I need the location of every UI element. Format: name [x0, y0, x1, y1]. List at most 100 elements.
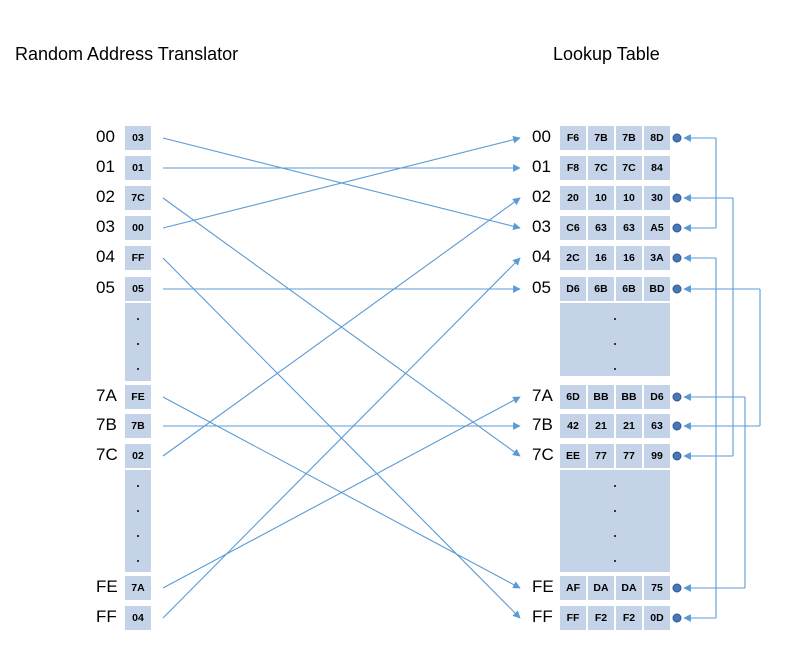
ellipsis-dot: [614, 485, 616, 487]
lookup-byte-cell: 21: [588, 414, 614, 438]
translator-value-cell: 05: [125, 277, 151, 301]
ellipsis-dot: [614, 318, 616, 320]
lookup-byte-cell: 99: [644, 444, 670, 468]
lookup-byte-cell: 63: [588, 216, 614, 240]
ellipsis-dot: [137, 560, 139, 562]
translator-addr-label: 04: [96, 247, 115, 266]
lookup-addr-label: 02: [532, 187, 551, 206]
lookup-byte-cell: 21: [616, 414, 642, 438]
translator-value-cell: 7A: [125, 576, 151, 600]
translator-addr-label: 02: [96, 187, 115, 206]
lookup-addr-label: 7B: [532, 415, 553, 434]
mapping-line: [162, 257, 521, 619]
lookup-addr-label: 03: [532, 217, 551, 236]
translator-addr-label: 03: [96, 217, 115, 236]
lookup-byte-cell: 42: [560, 414, 586, 438]
lookup-byte-cell: 0D: [644, 606, 670, 630]
ellipsis-dot: [137, 510, 139, 512]
connector-node: [672, 421, 682, 431]
translator-value-cell: FE: [125, 385, 151, 409]
lookup-byte-cell: 77: [588, 444, 614, 468]
ellipsis-dot: [614, 510, 616, 512]
lookup-addr-label: 01: [532, 157, 551, 176]
mapping-line: [162, 396, 521, 589]
lookup-addr-label: 7A: [532, 386, 553, 405]
lookup-byte-cell: 7C: [588, 156, 614, 180]
ellipsis-dot: [137, 318, 139, 320]
lookup-byte-cell: 30: [644, 186, 670, 210]
lookup-byte-cell: AF: [560, 576, 586, 600]
mapping-line: [162, 197, 521, 457]
loop-connector: [683, 254, 717, 622]
lookup-byte-cell: 16: [616, 246, 642, 270]
title-lookup-table: Lookup Table: [553, 44, 660, 64]
lookup-addr-label: 05: [532, 278, 551, 297]
loop-connector: [683, 285, 761, 430]
lookup-byte-cell: 3A: [644, 246, 670, 270]
lookup-byte-cell: F2: [588, 606, 614, 630]
lookup-byte-cell: 10: [588, 186, 614, 210]
loop-connector: [683, 134, 717, 232]
lookup-byte-cell: 75: [644, 576, 670, 600]
lookup-byte-cell: F2: [616, 606, 642, 630]
translator-value-cell: 7B: [125, 414, 151, 438]
ellipsis-dot: [137, 485, 139, 487]
connector-node: [672, 284, 682, 294]
lookup-byte-cell: 20: [560, 186, 586, 210]
translator-value-cell: 7C: [125, 186, 151, 210]
translator-addr-label: 00: [96, 127, 115, 146]
ellipsis-dot: [137, 535, 139, 537]
translator-addr-label: 7B: [96, 415, 117, 434]
lookup-byte-cell: 16: [588, 246, 614, 270]
connector-node: [672, 613, 682, 623]
lookup-byte-cell: 63: [644, 414, 670, 438]
translator-value-cell: FF: [125, 246, 151, 270]
lookup-byte-cell: FF: [560, 606, 586, 630]
lookup-byte-cell: 8D: [644, 126, 670, 150]
connector-node: [672, 392, 682, 402]
lookup-byte-cell: D6: [560, 277, 586, 301]
lookup-byte-cell: F8: [560, 156, 586, 180]
translator-value-cell: 00: [125, 216, 151, 240]
lookup-byte-cell: BD: [644, 277, 670, 301]
lookup-byte-cell: 6B: [616, 277, 642, 301]
translator-addr-label: 05: [96, 278, 115, 297]
lookup-byte-cell: 7B: [616, 126, 642, 150]
ellipsis-dot: [614, 560, 616, 562]
lookup-byte-cell: 7B: [588, 126, 614, 150]
lookup-addr-label: 04: [532, 247, 551, 266]
lookup-byte-cell: 7C: [616, 156, 642, 180]
connector-node: [672, 451, 682, 461]
translator-ellipsis-block: [125, 470, 151, 572]
lookup-byte-cell: A5: [644, 216, 670, 240]
connector-node: [672, 583, 682, 593]
mapping-line: [162, 135, 521, 229]
lookup-addr-label: 00: [532, 127, 551, 146]
ellipsis-dot: [137, 368, 139, 370]
translator-addr-label: 7A: [96, 386, 117, 405]
lookup-byte-cell: D6: [644, 385, 670, 409]
connector-node: [672, 223, 682, 233]
connector-node: [672, 253, 682, 263]
lookup-byte-cell: 6B: [588, 277, 614, 301]
translator-value-cell: 02: [125, 444, 151, 468]
lookup-addr-label: FF: [532, 607, 553, 626]
lookup-addr-label: 7C: [532, 445, 554, 464]
lookup-byte-cell: 63: [616, 216, 642, 240]
lookup-byte-cell: BB: [616, 385, 642, 409]
loop-connector: [683, 194, 734, 460]
title-random-address-translator: Random Address Translator: [15, 44, 239, 64]
connector-node: [672, 133, 682, 143]
translator-addr-label: 7C: [96, 445, 118, 464]
lookup-byte-cell: DA: [616, 576, 642, 600]
lookup-ellipsis-block: [560, 303, 670, 376]
ellipsis-dot: [614, 535, 616, 537]
loop-connector: [683, 393, 746, 592]
lookup-byte-cell: 84: [644, 156, 670, 180]
translator-addr-label: FF: [96, 607, 117, 626]
translator-value-cell: 01: [125, 156, 151, 180]
connector-node: [672, 193, 682, 203]
lookup-byte-cell: C6: [560, 216, 586, 240]
lookup-byte-cell: EE: [560, 444, 586, 468]
